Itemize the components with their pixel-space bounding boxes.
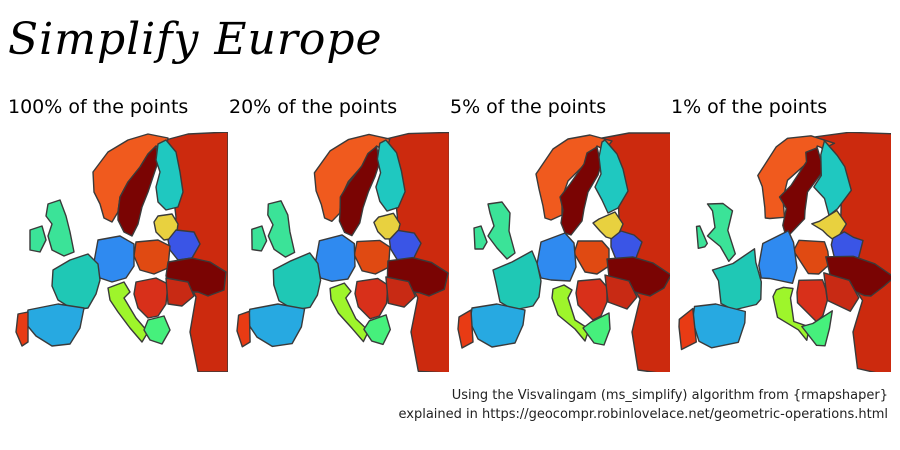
- page-title: Simplify Europe: [8, 14, 383, 65]
- country-uk: [487, 201, 516, 260]
- country-baltics: [811, 209, 848, 243]
- map-panel-1: 1% of the points: [671, 96, 891, 376]
- caption-line-2: explained in https://geocompr.robinlovel…: [398, 407, 889, 422]
- country-france: [272, 252, 322, 311]
- country-balkans: [796, 279, 829, 323]
- country-poland: [353, 239, 391, 275]
- country-france: [51, 253, 101, 311]
- country-greece: [582, 312, 611, 346]
- country-poland: [792, 239, 831, 275]
- country-romania: [165, 277, 195, 307]
- country-balkans: [354, 277, 389, 320]
- panel-label-100: 100% of the points: [8, 96, 189, 118]
- country-france: [711, 248, 763, 311]
- panel-label-5: 5% of the points: [450, 96, 607, 118]
- panel-label-20: 20% of the points: [229, 96, 398, 118]
- europe-map-20: [236, 132, 449, 372]
- country-greece: [801, 310, 834, 347]
- country-portugal: [236, 310, 251, 348]
- country-spain: [469, 303, 526, 348]
- country-spain: [691, 303, 747, 349]
- map-panel-100: 100% of the points: [8, 96, 228, 376]
- europe-map-1: [678, 132, 891, 372]
- europe-map-5: [457, 132, 670, 372]
- country-romania: [385, 276, 417, 308]
- map-panel-5: 5% of the points: [450, 96, 670, 376]
- country-ireland: [251, 225, 268, 252]
- country-balkans: [133, 277, 169, 319]
- caption-line-1: Using the Visvalingam (ms_simplify) algo…: [451, 388, 888, 403]
- country-portugal: [678, 307, 697, 351]
- country-germany: [314, 234, 356, 283]
- country-romania: [823, 272, 860, 313]
- panel-label-1: 1% of the points: [671, 96, 828, 118]
- country-greece: [143, 315, 171, 345]
- country-ireland: [29, 225, 47, 253]
- country-spain: [247, 303, 306, 348]
- country-finland: [594, 139, 629, 214]
- country-portugal: [457, 309, 474, 349]
- country-finland: [155, 139, 184, 211]
- country-france: [492, 250, 542, 311]
- country-portugal: [15, 311, 29, 347]
- country-balkans: [575, 278, 608, 321]
- country-sweden: [778, 147, 824, 236]
- country-poland: [573, 240, 610, 275]
- caption: Using the Visvalingam (ms_simplify) algo…: [399, 386, 889, 424]
- country-romania: [604, 274, 638, 310]
- country-germany: [536, 232, 577, 282]
- country-poland: [133, 239, 171, 275]
- country-ireland: [695, 225, 708, 250]
- country-uk: [706, 202, 737, 263]
- country-germany: [758, 230, 798, 285]
- country-sweden: [559, 146, 602, 236]
- map-panel-20: 20% of the points: [229, 96, 449, 376]
- europe-map-100: [15, 132, 228, 372]
- country-spain: [25, 303, 85, 347]
- country-uk: [267, 200, 296, 258]
- country-finland: [375, 139, 406, 212]
- country-sweden: [338, 145, 381, 237]
- country-ireland: [473, 225, 488, 250]
- country-greece: [363, 314, 392, 346]
- country-uk: [45, 199, 75, 257]
- country-sweden: [117, 145, 159, 237]
